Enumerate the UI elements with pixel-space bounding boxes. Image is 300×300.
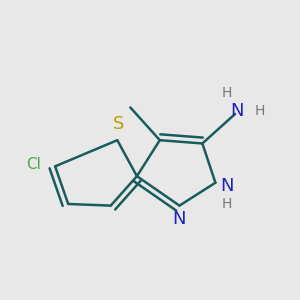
Text: H: H bbox=[254, 104, 265, 118]
Text: N: N bbox=[230, 102, 243, 120]
Text: H: H bbox=[222, 86, 232, 100]
Text: Cl: Cl bbox=[26, 157, 41, 172]
Text: N: N bbox=[173, 210, 186, 228]
Text: H: H bbox=[222, 197, 232, 211]
Text: S: S bbox=[113, 115, 124, 133]
Text: N: N bbox=[220, 177, 234, 195]
